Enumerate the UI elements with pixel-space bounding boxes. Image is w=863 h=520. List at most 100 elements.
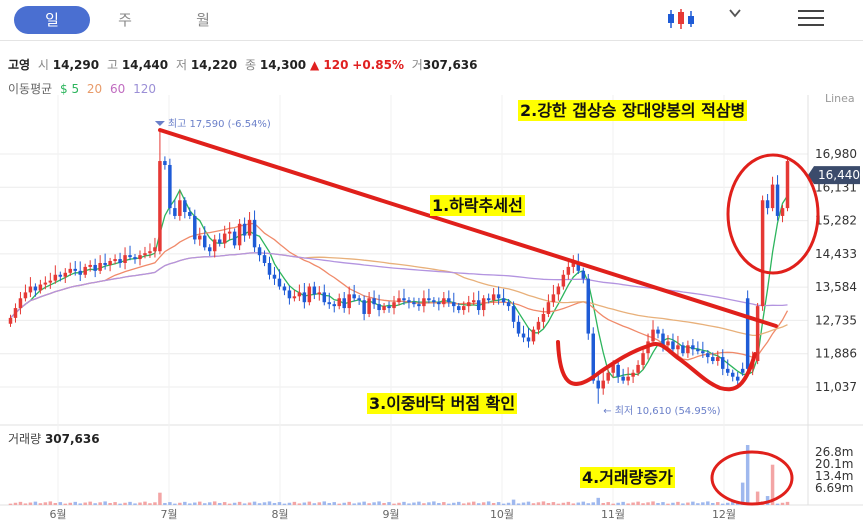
volume-panel-value: 307,636 [44, 432, 100, 446]
volume-bar [332, 502, 336, 505]
volume-tick-label: 6.69m [815, 481, 853, 495]
candle-body [372, 298, 376, 305]
volume-bar [745, 445, 750, 505]
volume-bar [232, 502, 237, 505]
volume-bar [297, 503, 302, 505]
stock-name: 고영 [8, 58, 31, 72]
scale-mode-toggle[interactable]: Linea [825, 92, 855, 105]
ma60-label: 60 [110, 82, 126, 96]
volume-bar [302, 502, 307, 505]
volume-bar [666, 503, 670, 505]
candle-body [377, 304, 381, 311]
candle-body [561, 274, 566, 287]
volume-bar [402, 501, 406, 505]
volume-bar [153, 502, 157, 505]
volume-bar [501, 503, 506, 505]
x-tick-label: 11월 [601, 508, 625, 520]
volume-bar [317, 502, 322, 505]
candle-body [631, 372, 635, 377]
volume-bar [222, 502, 227, 505]
volume-bar [511, 499, 516, 505]
candle-body [606, 372, 610, 381]
volume-bar [422, 503, 426, 505]
tab-monthly[interactable]: 월 [196, 11, 210, 29]
hamburger-menu-icon[interactable] [798, 10, 824, 28]
volume-bar [576, 502, 581, 505]
candle-body [716, 357, 720, 362]
candle-body [471, 300, 476, 303]
volume-bar [98, 502, 102, 505]
candle-body [397, 298, 401, 303]
candlestick-icon[interactable] [666, 8, 696, 30]
candle-body [775, 184, 780, 216]
chevron-down-icon[interactable] [728, 6, 742, 24]
tab-daily[interactable]: 일 [14, 6, 90, 34]
candle-body [272, 274, 277, 279]
candle-body [432, 300, 436, 303]
volume-bar [48, 501, 53, 505]
candle-body [457, 306, 461, 311]
ma20-label: 20 [86, 82, 103, 96]
volume-bar [755, 491, 760, 505]
y-tick-label: 11,886 [815, 347, 857, 361]
volume-bar [337, 503, 341, 505]
y-tick-label: 16,980 [815, 147, 857, 161]
volume-bar [287, 502, 292, 505]
volume-bar [18, 501, 23, 505]
candle-body [452, 302, 456, 307]
volume-bar [108, 502, 112, 505]
candle-body [442, 298, 446, 305]
candle-body [636, 364, 640, 373]
candle-body [511, 306, 516, 322]
volume-bar [63, 503, 68, 505]
candle-body [232, 231, 237, 246]
candle-body [287, 290, 292, 299]
volume-bar [656, 502, 660, 505]
double-bottom-curve [556, 340, 757, 392]
candle-body [730, 372, 735, 377]
candle-body [666, 341, 670, 346]
candle-body [671, 341, 675, 350]
candle-body [222, 233, 227, 244]
candle-body [163, 161, 167, 165]
volume-bar [476, 503, 481, 505]
moving-average-legend[interactable]: 이동평균 $ 5 20 60 120 [8, 80, 156, 97]
candle-body [496, 294, 501, 299]
candle-body [641, 353, 645, 365]
volume-bar [735, 503, 740, 505]
volume-bar [531, 503, 536, 505]
volume-bar [601, 502, 605, 505]
volume-bar [247, 502, 252, 505]
volume-bar [183, 501, 187, 505]
candle-body [392, 302, 396, 309]
volume-bar [262, 502, 267, 505]
candle-body [73, 268, 77, 271]
x-tick-label: 9월 [382, 508, 399, 520]
candle-body [312, 286, 317, 295]
candle-body [566, 266, 571, 275]
x-tick-label: 8월 [271, 508, 288, 520]
candle-body [621, 376, 625, 381]
candle-body [536, 321, 541, 330]
quote-line: 고영 시 14,290 고 14,440 저 14,220 종 14,300 ▲… [8, 58, 478, 72]
candle-body [78, 270, 82, 275]
volume-bar [357, 502, 361, 505]
volume-bar [516, 503, 521, 505]
volume-bar [377, 501, 381, 505]
candle-body [546, 302, 551, 314]
candle-body [447, 298, 451, 303]
volume-bar [33, 501, 38, 505]
candle-body [93, 264, 97, 271]
volume-bar [676, 501, 680, 505]
candle-body [63, 272, 68, 277]
volume-circle [710, 450, 794, 506]
candle-body [247, 219, 252, 236]
candle-body [521, 333, 526, 338]
candle-body [302, 292, 307, 303]
volume-bar [203, 503, 207, 505]
volume-bar [581, 501, 586, 505]
volume-bar [427, 502, 431, 505]
volume-bar [28, 502, 33, 505]
volume-bar [716, 502, 720, 505]
tab-weekly[interactable]: 주 [118, 11, 132, 29]
